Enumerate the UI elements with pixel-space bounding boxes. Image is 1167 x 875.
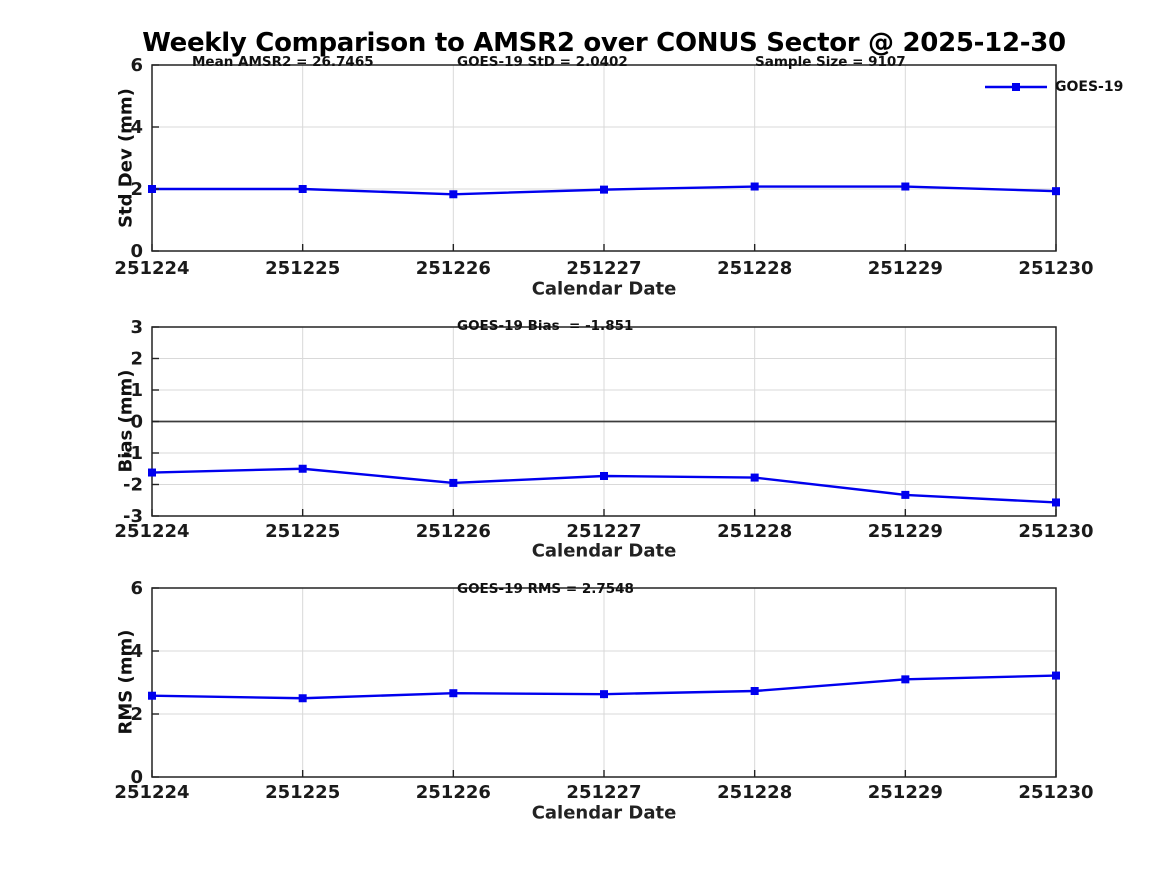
data-point-marker bbox=[449, 689, 458, 698]
y-tick-label: 2 bbox=[130, 179, 143, 200]
x-tick-label: 251224 bbox=[114, 782, 189, 803]
legend: GOES-19 bbox=[985, 79, 1123, 95]
data-point-marker bbox=[298, 185, 307, 193]
y-tick-label: -3 bbox=[123, 506, 143, 527]
annotation-mean-amsr2: Mean AMSR2 = 26.7465 bbox=[192, 54, 374, 70]
y-tick-label: 1 bbox=[130, 380, 143, 401]
data-point-marker bbox=[1052, 671, 1060, 680]
y-tick-label: 2 bbox=[130, 704, 143, 725]
legend-line-marker-icon bbox=[985, 83, 1047, 91]
data-point-marker bbox=[901, 182, 910, 191]
y-axis-label-rms: RMS (mm) bbox=[115, 629, 137, 735]
x-tick-label: 251230 bbox=[1018, 521, 1093, 542]
x-tick-label: 251229 bbox=[868, 782, 943, 803]
data-point-marker bbox=[901, 675, 910, 684]
y-tick-label: 0 bbox=[130, 767, 143, 788]
x-tick-label: 251230 bbox=[1018, 782, 1093, 803]
y-axis-label-std-dev: Std Dev (mm) bbox=[115, 88, 137, 228]
data-point-marker bbox=[148, 691, 156, 700]
x-tick-label: 251228 bbox=[717, 258, 792, 279]
y-tick-label: 2 bbox=[130, 349, 143, 370]
y-tick-label: 4 bbox=[130, 641, 143, 662]
data-point-marker bbox=[298, 694, 307, 703]
x-tick-label: 251228 bbox=[717, 521, 792, 542]
data-point-marker bbox=[449, 190, 458, 199]
x-tick-label: 251225 bbox=[265, 258, 340, 279]
data-point-marker bbox=[1052, 498, 1060, 507]
y-axis-label-bias: Bias (mm) bbox=[115, 369, 137, 473]
x-tick-label: 251226 bbox=[416, 258, 491, 279]
y-tick-label: 4 bbox=[130, 117, 143, 138]
x-tick-label: 251228 bbox=[717, 782, 792, 803]
annotation-goes19-bias: GOES-19 Bias = -1.851 bbox=[457, 318, 634, 334]
x-axis-label-top: Calendar Date bbox=[531, 278, 677, 300]
x-axis-label-middle: Calendar Date bbox=[531, 540, 677, 562]
x-axis-label-bottom: Calendar Date bbox=[531, 802, 677, 824]
y-tick-label: -1 bbox=[123, 443, 143, 464]
annotation-sample-size: Sample Size = 9107 bbox=[755, 54, 906, 70]
data-point-marker bbox=[901, 490, 910, 499]
x-tick-label: 251229 bbox=[868, 258, 943, 279]
x-tick-label: 251225 bbox=[265, 521, 340, 542]
x-tick-label: 251227 bbox=[566, 258, 641, 279]
data-point-marker bbox=[600, 690, 608, 699]
data-point-marker bbox=[148, 185, 156, 193]
y-tick-label: -2 bbox=[123, 475, 143, 496]
data-point-marker bbox=[148, 468, 156, 477]
x-tick-label: 251229 bbox=[868, 521, 943, 542]
y-tick-label: 6 bbox=[130, 578, 143, 599]
data-point-marker bbox=[750, 687, 759, 696]
x-tick-label: 251224 bbox=[114, 521, 189, 542]
data-point-marker bbox=[298, 464, 307, 473]
x-tick-label: 251230 bbox=[1018, 258, 1093, 279]
figure-title: Weekly Comparison to AMSR2 over CONUS Se… bbox=[142, 28, 1066, 58]
x-tick-label: 251227 bbox=[566, 521, 641, 542]
annotation-goes19-rms: GOES-19 RMS = 2.7548 bbox=[457, 581, 634, 597]
y-tick-label: 0 bbox=[130, 412, 143, 433]
y-tick-label: 0 bbox=[130, 241, 143, 262]
data-point-marker bbox=[750, 473, 759, 482]
data-point-marker bbox=[750, 182, 759, 191]
data-point-marker bbox=[1052, 187, 1060, 196]
x-tick-label: 251226 bbox=[416, 521, 491, 542]
x-tick-label: 251224 bbox=[114, 258, 189, 279]
data-point-marker bbox=[600, 471, 608, 480]
x-tick-label: 251227 bbox=[566, 782, 641, 803]
x-tick-label: 251225 bbox=[265, 782, 340, 803]
x-tick-label: 251226 bbox=[416, 782, 491, 803]
legend-series-label: GOES-19 bbox=[1055, 79, 1124, 95]
y-tick-label: 6 bbox=[130, 55, 143, 76]
annotation-goes19-std: GOES-19 StD = 2.0402 bbox=[457, 54, 628, 70]
y-tick-label: 3 bbox=[130, 317, 143, 338]
data-point-marker bbox=[449, 478, 458, 487]
data-point-marker bbox=[600, 185, 608, 194]
